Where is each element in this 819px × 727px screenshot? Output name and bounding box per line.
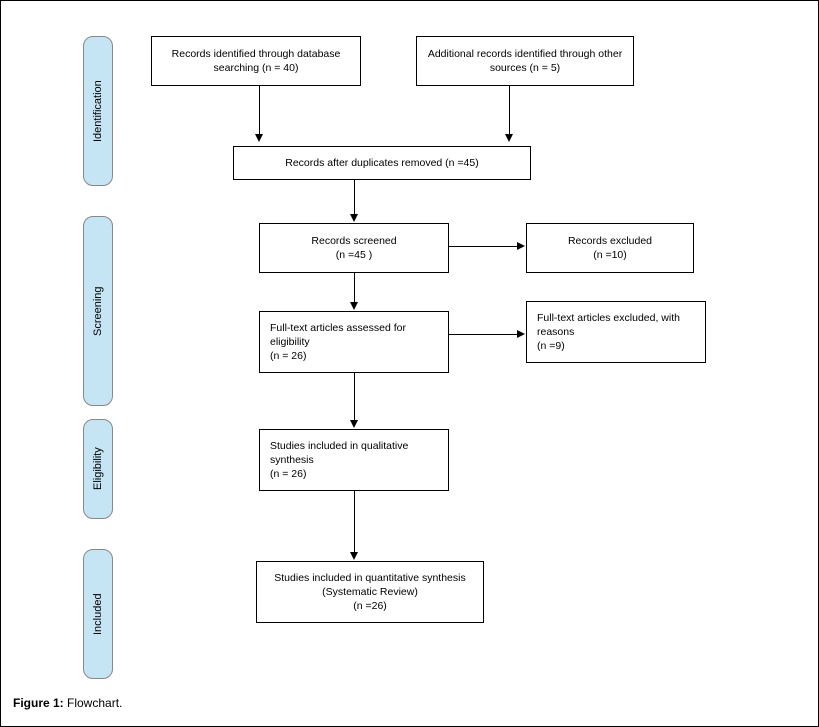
- arrow-h: [449, 246, 519, 247]
- box-text: Records after duplicates removed (n =45): [285, 156, 478, 170]
- arrowhead-icon: [350, 420, 358, 428]
- box-quantitative: Studies included in quantitative synthes…: [256, 561, 484, 623]
- box-records-other: Additional records identified through ot…: [416, 36, 634, 86]
- phase-eligibility: Eligibility: [83, 419, 113, 519]
- arrowhead-icon: [350, 552, 358, 560]
- phase-label-text: Included: [92, 593, 104, 635]
- arrow-v: [354, 180, 355, 216]
- box-fulltext-excluded: Full-text articles excluded, with reason…: [526, 301, 706, 363]
- box-fulltext-assessed: Full-text articles assessed for eligibil…: [259, 311, 449, 373]
- arrow-v: [354, 491, 355, 554]
- box-qualitative: Studies included in qualitative synthesi…: [259, 429, 449, 491]
- box-text: Full-text articles assessed for eligibil…: [270, 321, 438, 364]
- box-text: Additional records identified through ot…: [427, 47, 623, 75]
- box-text: Records identified through database sear…: [162, 47, 350, 75]
- phase-label-text: Screening: [92, 286, 104, 336]
- box-text: Records screened (n =45 ): [311, 234, 396, 262]
- box-excluded-screen: Records excluded (n =10): [526, 223, 694, 273]
- arrowhead-icon: [350, 214, 358, 222]
- figure-caption: Figure 1: Flowchart.: [13, 696, 122, 710]
- arrowhead-icon: [255, 134, 263, 142]
- box-records-db: Records identified through database sear…: [151, 36, 361, 86]
- caption-rest: Flowchart.: [67, 696, 122, 710]
- phase-included: Included: [83, 549, 113, 679]
- box-after-dup: Records after duplicates removed (n =45): [233, 146, 531, 180]
- arrowhead-icon: [517, 330, 525, 338]
- arrowhead-icon: [505, 134, 513, 142]
- box-text: Studies included in quantitative synthes…: [267, 571, 473, 614]
- arrowhead-icon: [350, 302, 358, 310]
- caption-bold: Figure 1:: [13, 696, 64, 710]
- arrow-h: [449, 334, 519, 335]
- arrow-v: [509, 86, 510, 136]
- phase-screening: Screening: [83, 216, 113, 406]
- box-text: Studies included in qualitative synthesi…: [270, 439, 438, 482]
- arrowhead-icon: [517, 242, 525, 250]
- box-text: Full-text articles excluded, with reason…: [537, 311, 695, 354]
- phase-identification: Identification: [83, 36, 113, 186]
- box-text: Records excluded (n =10): [568, 234, 652, 262]
- arrow-v: [354, 273, 355, 304]
- figure-container: Identification Screening Eligibility Inc…: [0, 0, 819, 727]
- phase-label-text: Identification: [92, 80, 104, 142]
- box-screened: Records screened (n =45 ): [259, 223, 449, 273]
- phase-label-text: Eligibility: [92, 448, 104, 491]
- arrow-v: [354, 373, 355, 422]
- arrow-v: [259, 86, 260, 136]
